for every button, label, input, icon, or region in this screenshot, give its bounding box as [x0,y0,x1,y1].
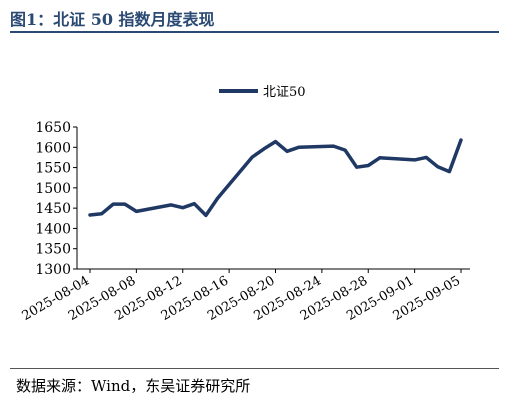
x-axis: 2025-08-042025-08-082025-08-122025-08-16… [20,268,470,324]
source-note: 数据来源：Wind，东吴证券研究所 [16,377,251,395]
legend: 北证50 [219,85,306,100]
legend-label: 北证50 [263,85,306,100]
series-layer [88,138,463,218]
y-tick-label: 1450 [35,201,71,217]
series-line [88,138,463,218]
title-rule [10,31,499,33]
figure-title: 图1：北证 50 指数月度表现 [10,10,215,29]
y-tick-label: 1400 [35,221,71,237]
y-axis: 1300 1350 1400 1450 1500 1550 1600 1650 [35,120,78,278]
line-chart: 北证50 1300 1350 1400 1450 1500 1550 1600 1650 20… [20,85,470,324]
y-tick-label: 1600 [35,140,71,156]
y-tick-label: 1300 [35,262,71,278]
source-rule [10,368,499,369]
y-tick-label: 1550 [35,161,71,177]
y-tick-label: 1500 [35,181,71,197]
y-tick-label: 1650 [35,120,71,136]
y-tick-label: 1350 [35,242,71,258]
